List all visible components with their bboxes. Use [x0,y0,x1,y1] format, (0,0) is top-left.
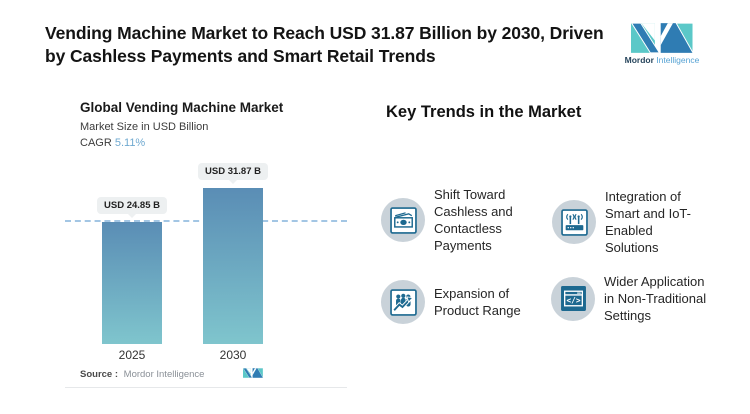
mordor-intelligence-mini-logo-icon [243,368,263,378]
bar [102,222,162,344]
bar-group-2025: USD 24.85 B [97,160,167,344]
trend-label: Integration of Smart and IoT-Enabled Sol… [605,189,691,255]
trend-item-product-range: Expansion of Product Range [381,280,534,324]
chart-subtitle: Market Size in USD Billion [80,121,209,133]
code-window-icon: </> [551,276,595,321]
bar [203,188,263,344]
divider [65,387,347,388]
brand-logo: Mordor Intelligence [623,23,701,65]
svg-text:</>: </> [566,296,580,305]
page-title: Vending Machine Market to Reach USD 31.8… [45,23,604,67]
chart-title: Global Vending Machine Market [80,100,284,115]
chart-cagr: CAGR 5.11% [80,137,145,149]
iot-router-icon [552,200,596,244]
chart-source: Source : Mordor Intelligence [80,369,204,380]
trend-item-cashless-payments: Shift Toward Cashless and Contactless Pa… [381,186,534,254]
trend-item-non-traditional: </> Wider Application in Non-Traditional… [551,273,708,324]
bar-value-label: USD 24.85 B [97,197,167,218]
trend-label: Wider Application in Non-Traditional Set… [604,274,707,323]
source-label: Source : [80,369,119,380]
trend-label: Shift Toward Cashless and Contactless Pa… [434,187,513,253]
brand-name-primary: Mordor [624,55,654,65]
bar-group-2030: USD 31.87 B [198,160,268,344]
trend-label: Expansion of Product Range [434,286,521,318]
brand-name: Mordor Intelligence [623,55,701,65]
mordor-intelligence-logo-icon [623,23,701,53]
trends-heading: Key Trends in the Market [386,103,582,121]
bar-chart: USD 24.85 B USD 31.87 B [65,160,347,344]
bar-value-label: USD 31.87 B [198,163,268,184]
growth-people-icon [381,280,425,324]
source-value: Mordor Intelligence [123,369,205,380]
cagr-label: CAGR [80,137,112,149]
cagr-value: 5.11% [114,137,146,149]
trend-item-smart-iot: Integration of Smart and IoT-Enabled Sol… [552,188,705,256]
banknote-icon [381,198,425,242]
brand-name-secondary: Intelligence [656,55,700,65]
x-axis-label-2030: 2030 [219,348,247,362]
x-axis-label-2025: 2025 [118,348,146,362]
